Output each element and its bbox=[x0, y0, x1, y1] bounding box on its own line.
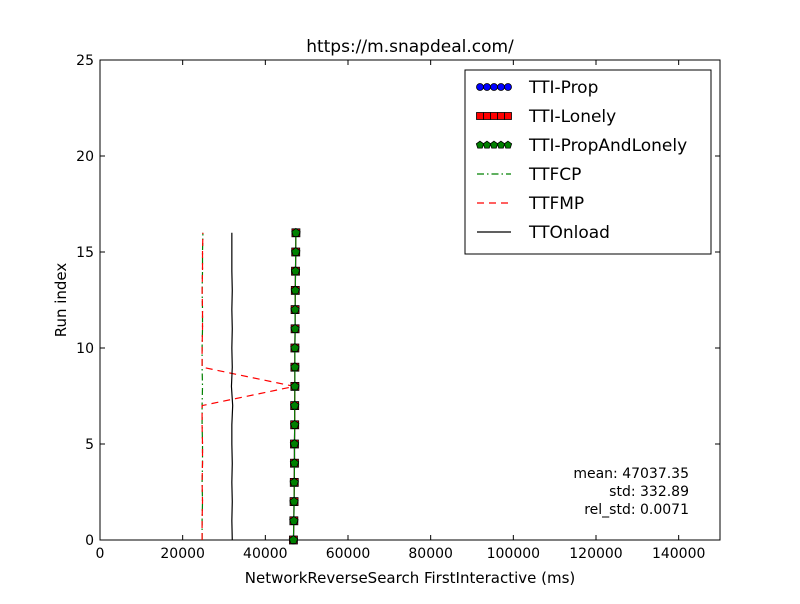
legend-marker bbox=[490, 112, 498, 120]
x-tick-label: 60000 bbox=[326, 546, 371, 562]
legend-label: TTFCP bbox=[528, 165, 581, 185]
legend-label: TTOnload bbox=[528, 223, 610, 243]
series-ttonload bbox=[230, 232, 234, 541]
std-annotation: std: 332.89 bbox=[609, 484, 689, 500]
x-axis-ticks: 0 20000 40000 60000 80000 100000 120000 140000 bbox=[96, 60, 705, 562]
legend-marker bbox=[482, 140, 492, 149]
chart-legend: TTI-Prop TTI-Lonely TTI-PropAndLonely TTFCP… bbox=[464, 69, 712, 255]
data-point bbox=[290, 285, 300, 295]
x-tick-label: 0 bbox=[96, 546, 105, 562]
legend-item: TTI-Prop bbox=[476, 78, 598, 98]
x-tick-label: 20000 bbox=[160, 546, 205, 562]
x-tick-label: 120000 bbox=[569, 546, 622, 562]
data-point bbox=[289, 439, 300, 448]
data-point bbox=[290, 266, 301, 276]
data-point bbox=[290, 381, 300, 391]
legend-marker bbox=[476, 83, 484, 91]
data-point bbox=[290, 400, 300, 410]
legend-marker bbox=[504, 83, 512, 91]
legend-marker bbox=[483, 112, 491, 120]
y-tick-label: 10 bbox=[76, 341, 94, 357]
rel-std-annotation: rel_std: 0.0071 bbox=[584, 502, 689, 518]
y-tick-label: 0 bbox=[85, 533, 94, 549]
data-point bbox=[289, 477, 299, 487]
x-tick-label: 140000 bbox=[652, 546, 705, 562]
data-point bbox=[291, 227, 301, 237]
series-line bbox=[230, 232, 234, 541]
data-point bbox=[288, 535, 299, 544]
series-layer bbox=[201, 227, 301, 545]
data-point bbox=[289, 515, 299, 525]
legend-label: TTI-Lonely bbox=[528, 107, 616, 127]
legend-item: TTOnload bbox=[477, 223, 610, 243]
legend-item: TTI-Lonely bbox=[476, 107, 616, 127]
legend-marker bbox=[483, 83, 491, 91]
x-axis-label: NetworkReverseSearch FirstInteractive (m… bbox=[245, 569, 576, 587]
x-tick-label: 80000 bbox=[408, 546, 453, 562]
legend-label: TTFMP bbox=[528, 194, 584, 214]
series-tti-propandlonely bbox=[288, 227, 301, 544]
legend-marker bbox=[475, 140, 485, 149]
x-tick-label: 100000 bbox=[487, 546, 540, 562]
data-point bbox=[289, 458, 300, 468]
data-point bbox=[290, 362, 300, 372]
legend-marker bbox=[496, 140, 506, 149]
legend-box bbox=[464, 69, 712, 255]
legend-marker bbox=[497, 112, 505, 120]
y-axis-label: Run index bbox=[52, 263, 70, 338]
legend-label: TTI-Prop bbox=[528, 78, 598, 98]
legend-label: TTI-PropAndLonely bbox=[528, 136, 687, 156]
data-point bbox=[290, 343, 300, 352]
legend-marker bbox=[497, 83, 505, 91]
data-point bbox=[290, 304, 300, 314]
legend-item: TTFMP bbox=[477, 194, 584, 214]
legend-marker bbox=[503, 140, 513, 149]
data-point bbox=[290, 323, 300, 333]
y-tick-label: 25 bbox=[76, 53, 94, 69]
legend-item: TTI-PropAndLonely bbox=[475, 136, 687, 156]
y-tick-label: 15 bbox=[76, 245, 94, 261]
y-axis-ticks: 0 5 10 15 20 25 bbox=[76, 53, 720, 549]
data-point bbox=[291, 247, 301, 256]
legend-marker bbox=[504, 112, 512, 120]
y-tick-label: 5 bbox=[85, 437, 94, 453]
y-tick-label: 20 bbox=[76, 149, 94, 165]
legend-item: TTFCP bbox=[477, 165, 581, 185]
chart-title: https://m.snapdeal.com/ bbox=[306, 37, 514, 57]
stats-annotation: mean: 47037.35 std: 332.89 rel_std: 0.00… bbox=[573, 466, 689, 518]
x-tick-label: 40000 bbox=[243, 546, 288, 562]
legend-marker bbox=[490, 83, 498, 91]
legend-marker bbox=[489, 140, 499, 149]
legend-marker bbox=[476, 112, 484, 120]
mean-annotation: mean: 47037.35 bbox=[573, 466, 689, 482]
data-point bbox=[289, 496, 299, 506]
data-point bbox=[290, 419, 300, 429]
